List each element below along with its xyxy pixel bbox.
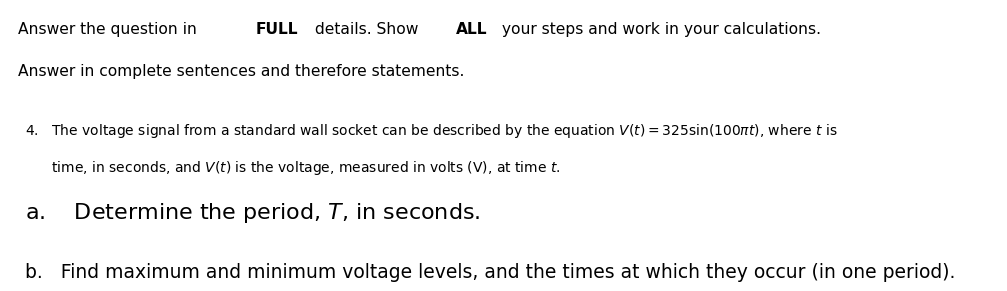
Text: time, in seconds, and $V(t)$ is the voltage, measured in volts (V), at time $t$.: time, in seconds, and $V(t)$ is the volt…	[25, 159, 561, 177]
Text: Answer the question in: Answer the question in	[18, 22, 201, 37]
Text: details. Show: details. Show	[310, 22, 423, 37]
Text: FULL: FULL	[255, 22, 298, 37]
Text: b.   Find maximum and minimum voltage levels, and the times at which they occur : b. Find maximum and minimum voltage leve…	[25, 263, 956, 282]
Text: 4.   The voltage signal from a standard wall socket can be described by the equa: 4. The voltage signal from a standard wa…	[25, 122, 838, 140]
Text: ALL: ALL	[456, 22, 487, 37]
Text: Answer in complete sentences and therefore statements.: Answer in complete sentences and therefo…	[18, 64, 464, 79]
Text: a.    Determine the period, $T$, in seconds.: a. Determine the period, $T$, in seconds…	[25, 201, 480, 225]
Text: your steps and work in your calculations.: your steps and work in your calculations…	[496, 22, 821, 37]
